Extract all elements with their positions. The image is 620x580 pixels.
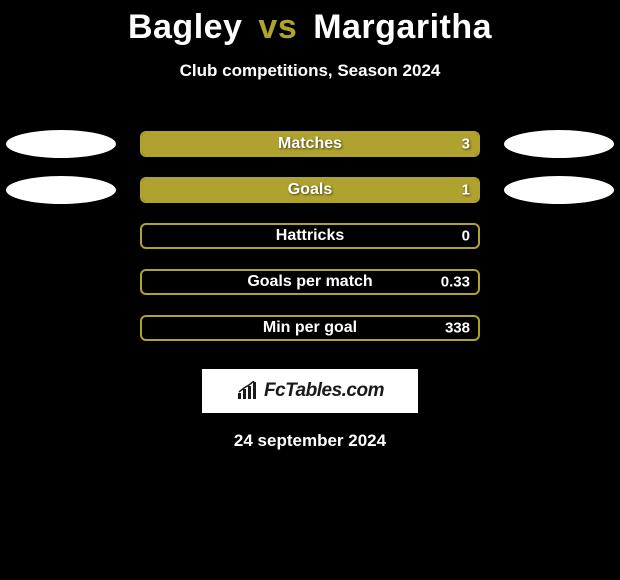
left-oval (6, 130, 116, 158)
comparison-chart: Matches 3 Goals 1 Hattricks 0 Goals per match 0… (0, 121, 620, 351)
subtitle: Club competitions, Season 2024 (0, 61, 620, 81)
left-oval (6, 176, 116, 204)
stat-label: Goals per match (247, 273, 372, 291)
stat-value-right: 3 (462, 136, 470, 153)
logo: FcTables.com (236, 380, 384, 402)
stat-bar: Min per goal 338 (140, 315, 480, 341)
stat-value-right: 1 (462, 182, 470, 199)
player2-name: Margaritha (313, 8, 492, 46)
stat-value-right: 0 (462, 228, 470, 245)
stat-bar: Goals 1 (140, 177, 480, 203)
right-oval (504, 176, 614, 204)
stat-bar: Hattricks 0 (140, 223, 480, 249)
stat-bar: Matches 3 (140, 131, 480, 157)
stat-row: Min per goal 338 (0, 305, 620, 351)
logo-text: FcTables.com (264, 380, 384, 402)
stat-value-right: 0.33 (441, 274, 470, 291)
right-oval (504, 130, 614, 158)
stat-row: Goals 1 (0, 167, 620, 213)
stat-bar: Goals per match 0.33 (140, 269, 480, 295)
page-title: Bagley vs Margaritha (0, 0, 620, 47)
player1-name: Bagley (128, 8, 243, 46)
stat-label: Matches (278, 135, 342, 153)
stat-label: Min per goal (263, 319, 357, 337)
stat-label: Goals (288, 181, 332, 199)
date-line: 24 september 2024 (0, 431, 620, 451)
vs-text: vs (258, 8, 297, 46)
logo-box: FcTables.com (202, 369, 418, 413)
chart-icon (236, 381, 260, 401)
stat-row: Hattricks 0 (0, 213, 620, 259)
stat-row: Goals per match 0.33 (0, 259, 620, 305)
stat-value-right: 338 (445, 320, 470, 337)
stat-label: Hattricks (276, 227, 344, 245)
stat-row: Matches 3 (0, 121, 620, 167)
